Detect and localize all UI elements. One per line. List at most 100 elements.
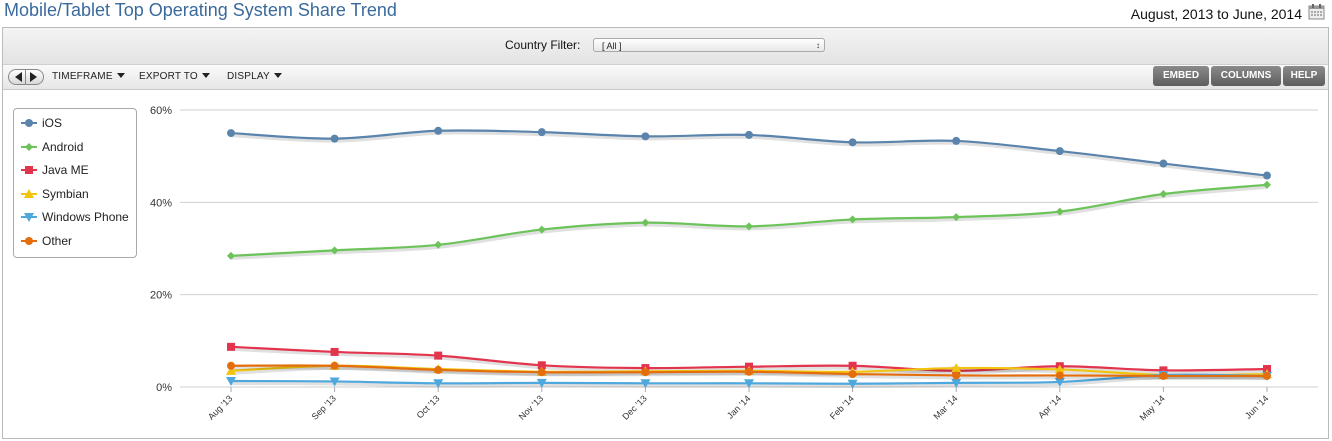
columns-button[interactable]: COLUMNS (1211, 66, 1281, 86)
other-data-point (848, 370, 857, 379)
android-data-point (330, 246, 339, 255)
android-data-point (227, 251, 235, 260)
x-tick-label: Feb '14 (828, 393, 856, 421)
country-filter-label: Country Filter: (505, 38, 581, 52)
other-data-point (952, 371, 961, 380)
windows-phone-data-point (847, 379, 858, 389)
ios-data-point (848, 138, 857, 147)
legend-marker (25, 142, 33, 151)
x-tick-label: Aug '13 (206, 393, 234, 421)
country-filter-select[interactable]: [ All ] ↕ (593, 38, 825, 52)
legend-label: Other (42, 233, 73, 248)
android-data-point (1055, 207, 1064, 216)
ios-data-point (1055, 147, 1064, 156)
x-tick-label: Apr '14 (1036, 393, 1063, 420)
embed-button[interactable]: EMBED (1153, 66, 1209, 86)
y-tick-label: 40% (150, 197, 172, 209)
legend-marker-icon (21, 213, 37, 222)
windows-phone-data-point (433, 379, 444, 389)
legend-marker-icon (21, 119, 37, 127)
windows-phone-data-point (226, 376, 236, 386)
symbian-data-point (226, 365, 236, 375)
x-tick-label: Sep '13 (310, 393, 338, 421)
windows-phone-data-point (744, 379, 754, 389)
other-data-point (434, 365, 443, 374)
legend-marker-icon (21, 142, 37, 151)
android-data-point (641, 218, 650, 227)
windows-phone-data-point (951, 378, 962, 388)
legend-label: Windows Phone (42, 210, 129, 224)
ios-data-point (330, 134, 339, 143)
other-data-point (1263, 371, 1271, 380)
ios-data-point (1159, 159, 1168, 168)
x-tick-label: Jun '14 (1243, 393, 1270, 420)
windows-phone-data-point (1054, 377, 1065, 387)
windows-phone-data-point (329, 377, 340, 387)
legend-marker (24, 188, 34, 198)
legend-marker-icon (21, 188, 37, 198)
java-me-data-point (227, 342, 235, 351)
filter-bar: Country Filter: [ All ] ↕ (3, 28, 1328, 65)
country-filter-value: [ All ] (602, 41, 622, 51)
previous-period-icon[interactable] (15, 72, 22, 82)
ios-data-point (952, 136, 961, 145)
android-data-point (848, 215, 857, 224)
android-data-point (745, 222, 753, 231)
java-me-data-point (434, 351, 443, 360)
windows-phone-data-point (536, 378, 547, 388)
android-data-point (952, 213, 961, 222)
period-nav (8, 69, 44, 85)
other-data-point (641, 368, 650, 377)
android-series-line (230, 183, 1268, 257)
toolbar: TIMEFRAME EXPORT TO DISPLAY EMBED COLUMN… (3, 65, 1328, 90)
page-title: Mobile/Tablet Top Operating System Share… (4, 0, 397, 20)
select-arrows-icon: ↕ (816, 41, 820, 50)
x-tick-label: Oct '13 (415, 393, 442, 420)
x-tick-label: May '14 (1138, 393, 1167, 422)
next-period-icon[interactable] (30, 72, 37, 82)
other-data-point (1055, 371, 1064, 380)
date-range[interactable]: August, 2013 to June, 2014 (1130, 6, 1302, 22)
chart-legend: iOS Android Java ME Symbian Windows Phone Oth… (13, 108, 137, 258)
java-me-data-point (1263, 364, 1271, 373)
android-data-point (434, 240, 443, 249)
legend-marker (25, 236, 33, 245)
android-data-point (1159, 190, 1168, 199)
other-data-point (1159, 371, 1168, 380)
chevron-down-icon (116, 73, 125, 78)
help-button[interactable]: HELP (1283, 66, 1325, 86)
y-tick-label: 60% (150, 105, 172, 117)
legend-label: iOS (42, 116, 63, 130)
other-data-point (227, 361, 235, 370)
legend-marker (25, 119, 33, 127)
java-me-data-point (330, 347, 339, 356)
legend-label: Java ME (42, 163, 89, 177)
chevron-down-icon (201, 73, 210, 78)
export-menu[interactable]: EXPORT TO (139, 71, 210, 82)
android-data-point (1263, 180, 1271, 189)
ios-series-shadow (231, 130, 1269, 180)
x-tick-label: Jan '14 (725, 393, 752, 420)
calendar-icon[interactable] (1308, 3, 1328, 23)
java-me-data-point (537, 361, 546, 370)
x-tick-label: Mar '14 (932, 393, 960, 421)
x-tick-label: Nov '13 (517, 393, 545, 421)
legend-label: Symbian (42, 186, 89, 201)
x-tick-label: Dec '13 (620, 393, 648, 421)
legend-marker-icon (21, 236, 37, 245)
legend-marker (24, 213, 34, 222)
display-menu[interactable]: DISPLAY (227, 71, 282, 82)
other-data-point (537, 368, 546, 377)
other-data-point (330, 361, 339, 370)
symbian-data-point (951, 363, 962, 373)
ios-data-point (537, 128, 546, 137)
windows-phone-data-point (640, 379, 651, 389)
java-me-data-point (848, 361, 857, 370)
chevron-down-icon (273, 73, 282, 78)
timeframe-menu[interactable]: TIMEFRAME (52, 71, 125, 82)
ios-data-point (641, 132, 650, 141)
ios-data-point (434, 126, 443, 135)
y-tick-label: 20% (150, 290, 172, 302)
symbian-data-point (1054, 364, 1065, 374)
